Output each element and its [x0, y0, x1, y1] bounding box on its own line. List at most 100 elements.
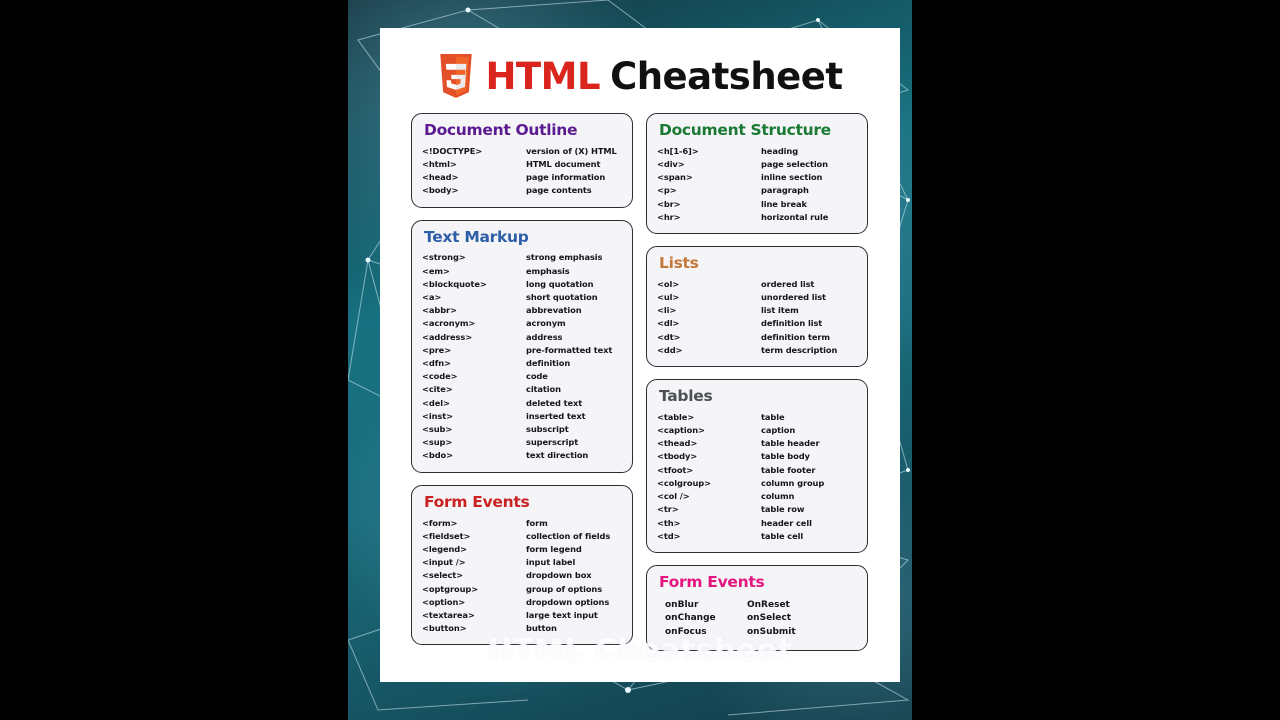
tag-name: <sub>: [422, 424, 453, 435]
rows-document-outline: <!DOCTYPE> version of (X) HTML <html> HTML …: [422, 145, 622, 198]
tag-name: <code>: [422, 371, 458, 382]
tag-description: list item: [761, 305, 799, 316]
tag-row: <!DOCTYPE> version of (X) HTML: [422, 145, 622, 158]
tag-description: collection of fields: [526, 530, 611, 541]
tag-row: <hr> horizontal rule: [657, 211, 857, 224]
tag-row: <cite> citation: [422, 383, 622, 396]
tag-description: acronym: [526, 318, 566, 329]
tag-name: <dd>: [657, 344, 683, 355]
tag-row: <strong> strong emphasis: [422, 251, 622, 264]
tag-description: version of (X) HTML: [526, 145, 617, 156]
tag-row: <th> header cell: [657, 517, 857, 530]
tag-name: <li>: [657, 305, 677, 316]
tag-name: <input />: [422, 557, 466, 568]
tag-name: <html>: [422, 159, 457, 170]
tag-description: subscript: [526, 424, 569, 435]
tag-description: deleted text: [526, 397, 583, 408]
event-name: onBlur: [665, 599, 699, 610]
tag-description: long quotation: [526, 278, 594, 289]
tag-name: <td>: [657, 530, 681, 541]
tag-name: <dfn>: [422, 358, 451, 369]
tag-description: line break: [761, 198, 807, 209]
tag-description: definition term: [761, 331, 830, 342]
tag-name: <!DOCTYPE>: [422, 145, 483, 156]
tag-row: <fieldset> collection of fields: [422, 530, 622, 543]
tag-name: <tr>: [657, 504, 679, 515]
tag-row: <ol> ordered list: [657, 278, 857, 291]
tag-name: <tbody>: [657, 451, 698, 462]
tag-name: <button>: [422, 623, 467, 634]
rows-form-elements: <form> form <fieldset> collection of fields…: [422, 517, 622, 636]
tag-row: <tr> table row: [657, 503, 857, 516]
tag-name: <thead>: [657, 438, 698, 449]
tag-name: <dl>: [657, 318, 680, 329]
tag-row: <a> short quotation: [422, 291, 622, 304]
tag-row: <code> code: [422, 370, 622, 383]
form-events-column-left: onBlur onChange onFocus: [665, 599, 727, 640]
tag-row: <em> emphasis: [422, 265, 622, 278]
tag-name: <select>: [422, 570, 464, 581]
tag-description: text direction: [526, 450, 589, 461]
tag-row: <address> address: [422, 331, 622, 344]
tag-description: form: [526, 517, 548, 528]
tag-description: column: [761, 491, 795, 502]
panel-title-form-events: Form Events: [659, 572, 765, 591]
panel-lists: Lists <ol> ordered list <ul> unordered list…: [646, 246, 868, 368]
tag-description: horizontal rule: [761, 211, 829, 222]
tag-row: <colgroup> column group: [657, 477, 857, 490]
tag-row: <html> HTML document: [422, 158, 622, 171]
tag-row: <dd> term description: [657, 344, 857, 357]
letterbox-right: [912, 0, 1280, 720]
tag-description: table footer: [761, 464, 816, 475]
tag-description: inserted text: [526, 410, 586, 421]
panel-title-lists: Lists: [659, 254, 699, 273]
tag-description: dropdown box: [526, 570, 592, 581]
tag-name: <div>: [657, 159, 685, 170]
tag-name: <hr>: [657, 211, 681, 222]
tag-description: heading: [761, 145, 799, 156]
tag-row: <h[1-6]> heading: [657, 145, 857, 158]
tag-name: <blockquote>: [422, 278, 487, 289]
tag-row: <blockquote> long quotation: [422, 278, 622, 291]
tag-row: <tfoot> table footer: [657, 464, 857, 477]
tag-description: term description: [761, 344, 838, 355]
panel-title-tables: Tables: [659, 387, 713, 406]
tag-row: <sub> subscript: [422, 423, 622, 436]
tag-name: <em>: [422, 265, 450, 276]
panel-title-text-markup: Text Markup: [424, 227, 529, 246]
tag-row: <legend> form legend: [422, 543, 622, 556]
tag-name: <address>: [422, 331, 473, 342]
tag-name: <head>: [422, 172, 459, 183]
tag-row: <tbody> table body: [657, 450, 857, 463]
panel-form-events: Form Events onBlur onChange onFocus OnRese…: [646, 564, 868, 652]
tag-description: large text input: [526, 609, 598, 620]
tag-row: <li> list item: [657, 304, 857, 317]
tag-description: table: [761, 411, 785, 422]
tag-name: <cite>: [422, 384, 453, 395]
rows-lists: <ol> ordered list <ul> unordered list <li> li…: [657, 278, 857, 357]
tag-row: <br> line break: [657, 198, 857, 211]
tag-row: <span> inline section: [657, 171, 857, 184]
tag-row: <form> form: [422, 517, 622, 530]
tag-row: <head> page information: [422, 171, 622, 184]
panel-title-form-elements: Form Events: [424, 492, 530, 511]
tag-name: <colgroup>: [657, 477, 711, 488]
tag-description: table row: [761, 504, 805, 515]
tag-description: table cell: [761, 530, 804, 541]
panel-form-elements: Form Events <form> form <fieldset> collecti…: [411, 484, 633, 646]
tag-description: page information: [526, 172, 606, 183]
tag-name: <p>: [657, 185, 677, 196]
tag-row: <table> table: [657, 411, 857, 424]
tag-name: <inst>: [422, 410, 453, 421]
tag-name: <sup>: [422, 437, 453, 448]
tag-description: emphasis: [526, 265, 570, 276]
left-column: Document Outline <!DOCTYPE> version of (X…: [411, 113, 633, 646]
tag-row: <dfn> definition: [422, 357, 622, 370]
tag-name: <option>: [422, 596, 466, 607]
tag-row: <div> page selection: [657, 158, 857, 171]
tag-description: form legend: [526, 543, 582, 554]
tag-description: header cell: [761, 517, 812, 528]
event-name: onFocus: [665, 626, 707, 637]
tag-row: <optgroup> group of options: [422, 583, 622, 596]
